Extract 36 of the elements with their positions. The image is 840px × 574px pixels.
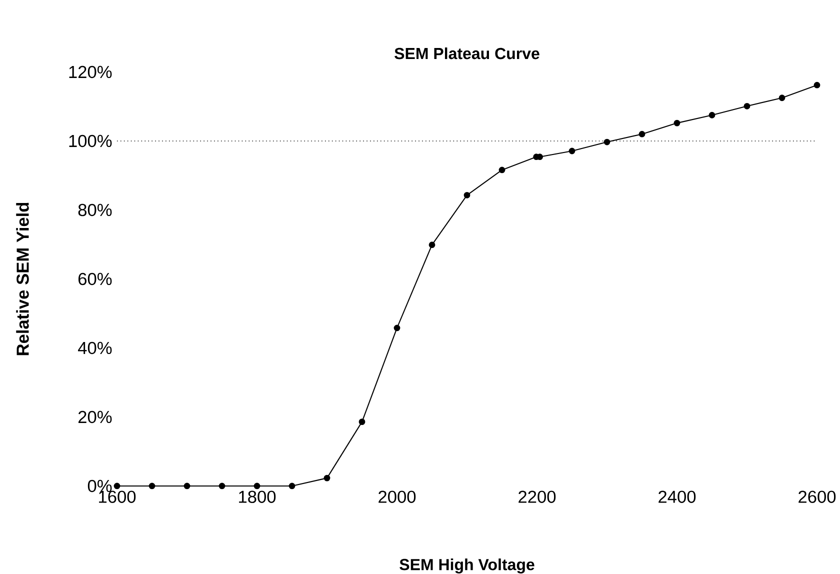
y-tick-label: 120% bbox=[69, 66, 112, 78]
point bbox=[674, 120, 680, 126]
y-tick-label: 0% bbox=[88, 480, 112, 492]
point bbox=[814, 82, 820, 88]
x-axis-title: SEM High Voltage bbox=[400, 558, 534, 574]
y-axis-title: Relative SEM Yield bbox=[16, 202, 29, 356]
point bbox=[114, 482, 120, 490]
point bbox=[464, 192, 470, 198]
point bbox=[148, 482, 156, 490]
y-tick-label: 80% bbox=[78, 204, 112, 216]
point bbox=[184, 482, 190, 490]
point bbox=[288, 482, 296, 490]
point bbox=[604, 138, 610, 146]
point bbox=[638, 130, 646, 138]
x-tick-label: 1800 bbox=[239, 490, 276, 503]
point bbox=[358, 418, 366, 426]
point bbox=[394, 324, 400, 332]
y-tick-label: 40% bbox=[78, 342, 112, 354]
point bbox=[428, 242, 436, 248]
point bbox=[778, 94, 786, 102]
y-tick-label: 20% bbox=[78, 410, 112, 424]
point bbox=[254, 482, 260, 490]
point bbox=[708, 112, 716, 118]
point bbox=[218, 482, 226, 490]
chart-title: SEM Plateau Curve bbox=[394, 47, 540, 60]
x-tick-label: 2400 bbox=[658, 490, 696, 503]
x-tick-label: 2200 bbox=[518, 490, 556, 503]
x-tick-label: 2000 bbox=[378, 490, 416, 503]
x-tick-label: 1600 bbox=[99, 490, 136, 503]
x-tick-label: 2600 bbox=[798, 490, 836, 503]
y-tick-label: 60% bbox=[78, 272, 112, 286]
point bbox=[568, 148, 576, 154]
point bbox=[498, 166, 506, 174]
point bbox=[744, 102, 750, 110]
y-tick-label: 100% bbox=[69, 134, 112, 148]
point bbox=[324, 474, 330, 482]
